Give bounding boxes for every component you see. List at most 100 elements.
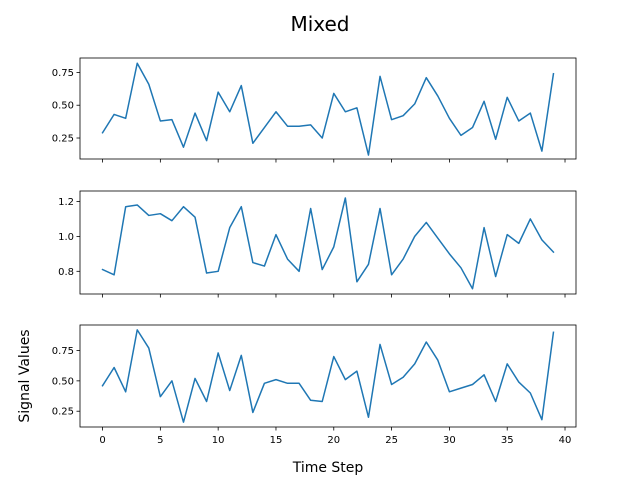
- data-point: [345, 197, 347, 199]
- data-point: [206, 272, 208, 274]
- data-point: [252, 412, 254, 414]
- data-point: [414, 103, 416, 105]
- data-point: [125, 118, 127, 120]
- data-point: [113, 274, 115, 276]
- data-point: [194, 112, 196, 114]
- y-tick-label: 1.0: [58, 232, 74, 243]
- y-tick-label: 0.50: [52, 376, 74, 387]
- data-point: [506, 97, 508, 99]
- chart-title: Mixed: [290, 12, 349, 36]
- data-point: [460, 135, 462, 137]
- subplot-2: 0.8 1.0 1.2: [58, 190, 577, 298]
- data-point: [449, 391, 451, 393]
- data-point: [483, 374, 485, 376]
- data-point: [113, 367, 115, 369]
- data-point: [333, 356, 335, 358]
- data-point: [402, 258, 404, 260]
- data-point: [437, 95, 439, 97]
- data-point: [368, 154, 370, 156]
- data-point: [229, 390, 231, 392]
- data-point: [333, 93, 335, 95]
- data-point: [287, 258, 289, 260]
- data-point: [449, 118, 451, 120]
- data-point: [391, 274, 393, 276]
- data-point: [437, 237, 439, 239]
- data-point: [275, 111, 277, 113]
- subplot-3: 0.25 0.50 0.75 0 5 10 15 20 25 30 35 40: [52, 324, 577, 446]
- data-point: [102, 132, 104, 134]
- data-point: [171, 380, 173, 382]
- data-point: [495, 276, 497, 278]
- data-point: [160, 213, 162, 215]
- x-tick-label: 25: [385, 435, 398, 446]
- data-point: [460, 387, 462, 389]
- data-point: [530, 392, 532, 394]
- data-point: [160, 120, 162, 122]
- data-point: [541, 419, 543, 421]
- data-point: [321, 137, 323, 139]
- data-point: [356, 370, 358, 372]
- data-point: [183, 421, 185, 423]
- data-point: [356, 107, 358, 109]
- data-point: [125, 206, 127, 208]
- data-point: [275, 379, 277, 381]
- data-point: [298, 125, 300, 127]
- data-point: [102, 269, 104, 271]
- y-tick-label: 0.50: [52, 101, 74, 112]
- data-point: [287, 125, 289, 127]
- data-point: [264, 382, 266, 384]
- data-point: [483, 227, 485, 229]
- axes-frame: [79, 190, 577, 295]
- data-point: [379, 76, 381, 78]
- data-point: [298, 271, 300, 273]
- data-point: [264, 265, 266, 267]
- data-point: [506, 363, 508, 365]
- x-tick-label: 30: [443, 435, 456, 446]
- data-point: [472, 127, 474, 129]
- data-point: [530, 112, 532, 114]
- data-point: [321, 401, 323, 403]
- data-point: [148, 215, 150, 217]
- data-point: [171, 119, 173, 121]
- data-point: [194, 216, 196, 218]
- data-point: [171, 220, 173, 222]
- data-point: [136, 329, 138, 331]
- data-point: [553, 331, 555, 333]
- data-point: [368, 264, 370, 266]
- data-point: [449, 253, 451, 255]
- x-axis-label: Time Step: [292, 460, 364, 476]
- data-point: [414, 236, 416, 238]
- data-point: [425, 222, 427, 224]
- data-point: [183, 206, 185, 208]
- data-point: [472, 384, 474, 386]
- data-point: [518, 243, 520, 245]
- data-point: [217, 271, 219, 273]
- data-point: [391, 384, 393, 386]
- data-point: [506, 234, 508, 236]
- axes-frame: [79, 324, 577, 428]
- data-point: [125, 391, 127, 393]
- data-point: [252, 262, 254, 264]
- data-point: [240, 206, 242, 208]
- data-point: [553, 251, 555, 253]
- data-point: [333, 246, 335, 248]
- data-point: [194, 378, 196, 380]
- y-tick-label: 0.25: [52, 407, 74, 418]
- x-tick-label: 10: [212, 435, 225, 446]
- data-point: [206, 140, 208, 142]
- data-point: [483, 100, 485, 102]
- data-point: [229, 227, 231, 229]
- data-point: [345, 379, 347, 381]
- data-point: [183, 146, 185, 148]
- data-point: [391, 119, 393, 121]
- series-line: [101, 62, 555, 156]
- x-tick-label: 0: [99, 435, 105, 446]
- data-point: [240, 355, 242, 357]
- data-point: [460, 267, 462, 269]
- data-point: [136, 62, 138, 64]
- data-point: [356, 281, 358, 283]
- data-point: [217, 352, 219, 354]
- data-point: [379, 344, 381, 346]
- data-point: [495, 139, 497, 141]
